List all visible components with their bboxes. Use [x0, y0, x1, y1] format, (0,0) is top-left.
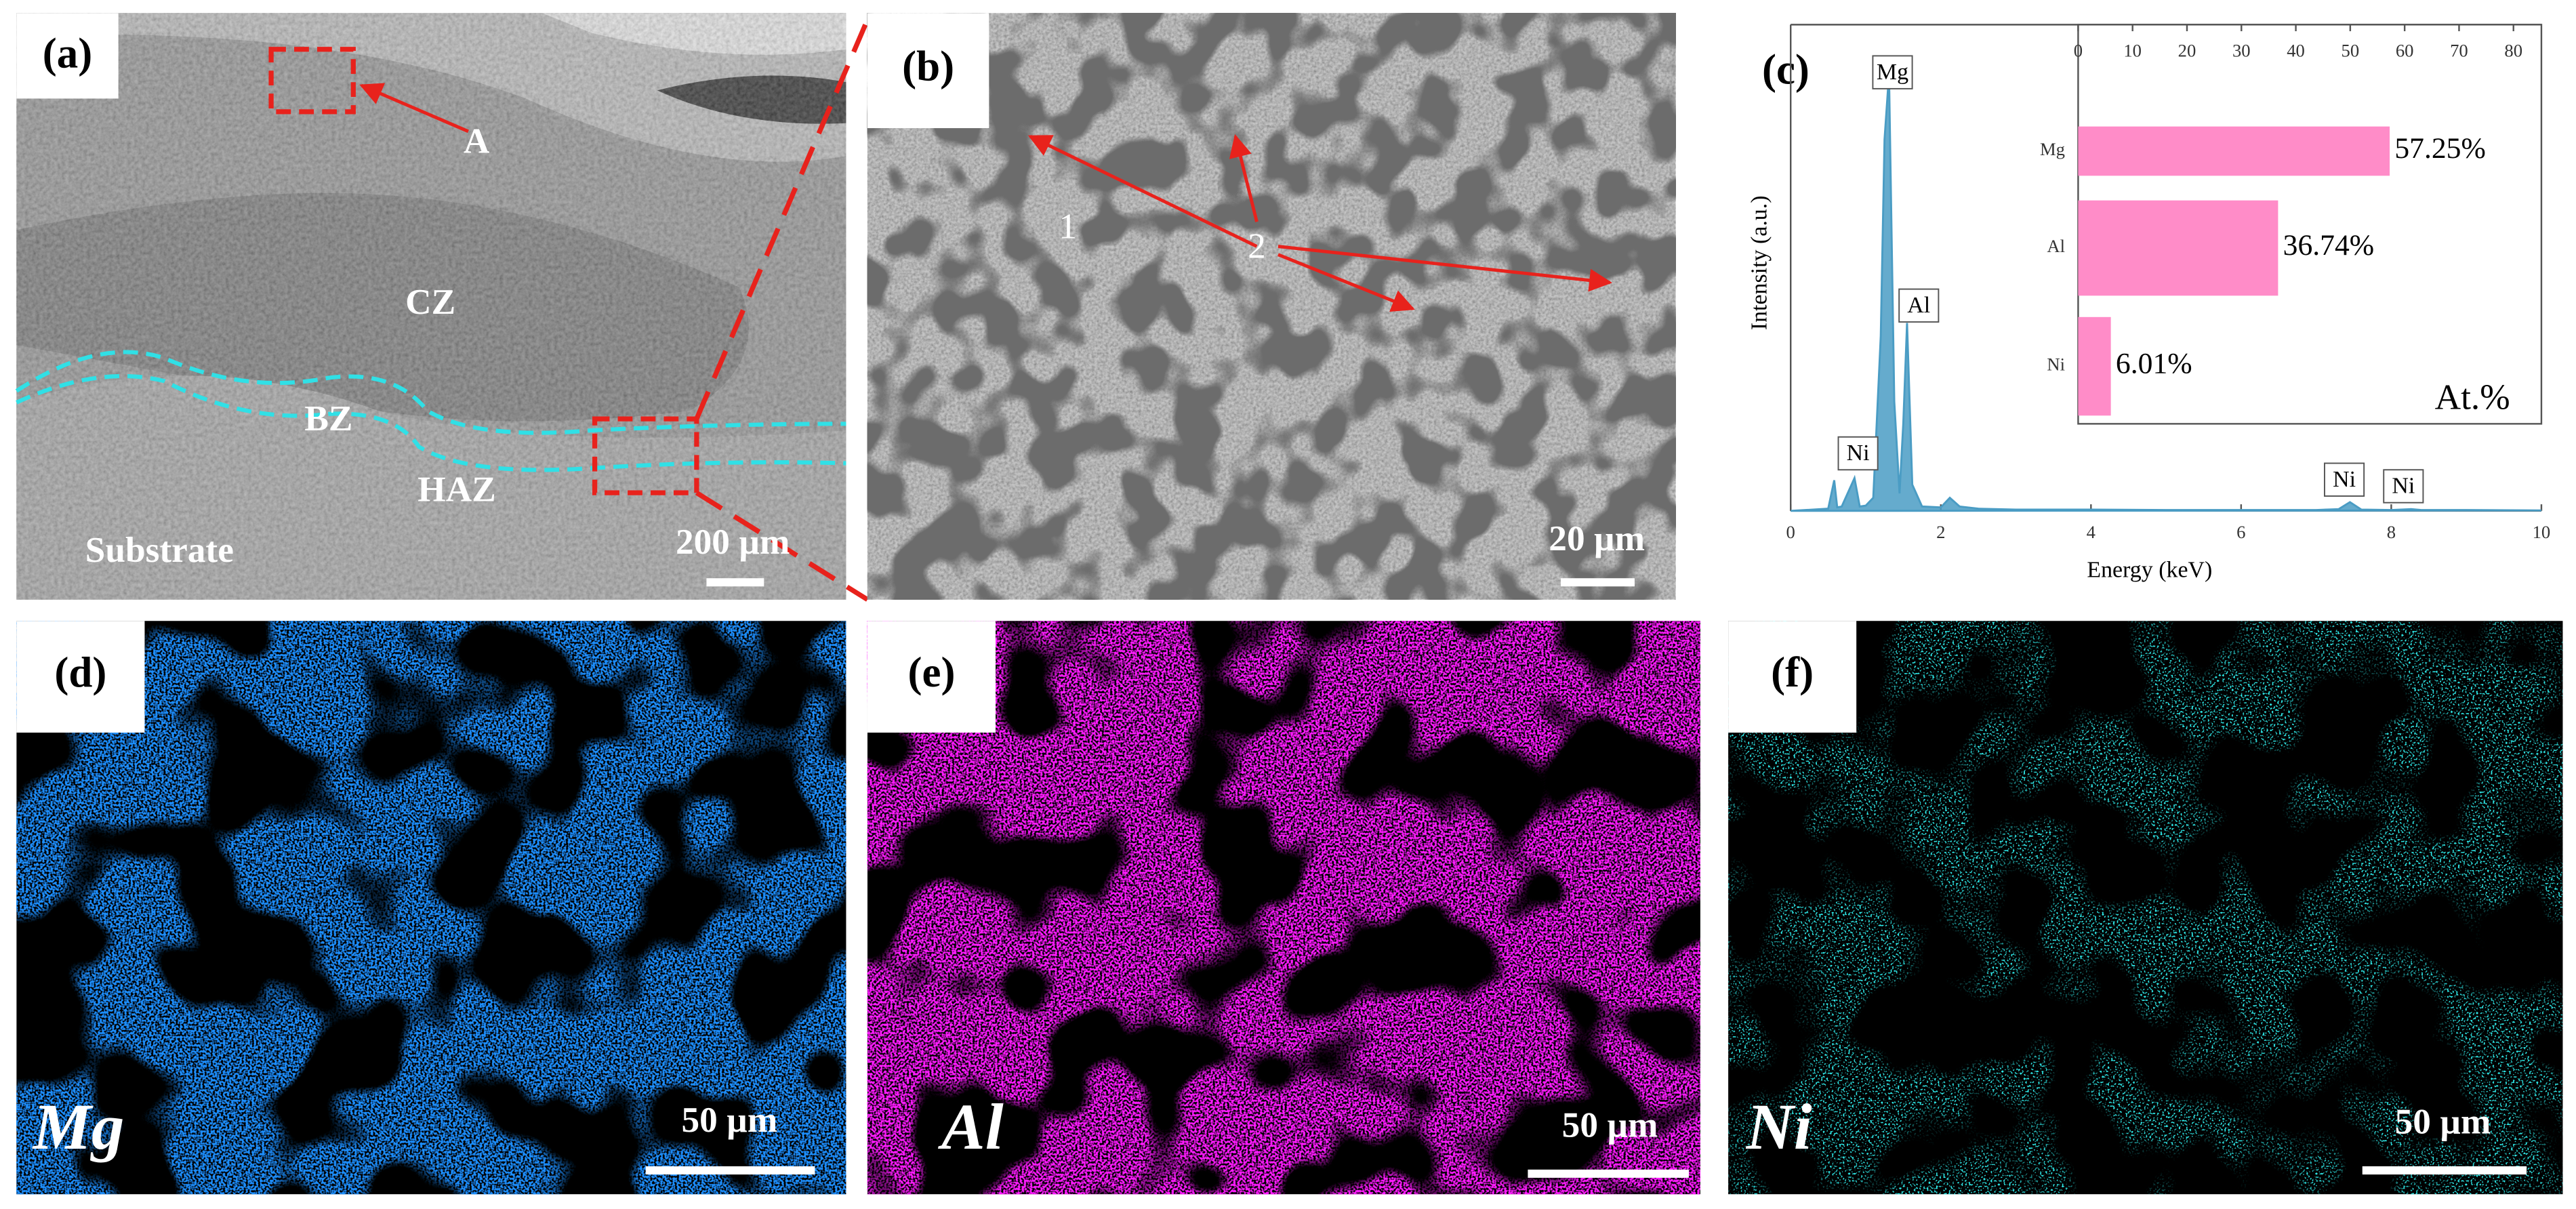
label-box	[1728, 621, 1857, 733]
peak-label: Al	[1907, 293, 1930, 318]
y-axis-label: Intensity (a.u.)	[1746, 195, 1772, 330]
peak-label: Mg	[1877, 60, 1908, 85]
x-tick-label: 2	[1936, 522, 1945, 542]
y-tick-label: Al	[2047, 236, 2065, 256]
peak-label-box	[2383, 469, 2424, 504]
panel-b: (b) 1 2 20 µm	[867, 13, 1676, 600]
x-tick-label: 4	[2087, 522, 2095, 542]
x-tick-label: 30	[2232, 41, 2251, 61]
label-box	[16, 13, 119, 99]
annotation: 1	[1059, 206, 1077, 247]
bar	[2078, 200, 2278, 296]
boundary	[15, 350, 846, 435]
peak-label-box	[2324, 462, 2365, 497]
scale-bar-label: 50 µm	[2395, 1101, 2491, 1142]
annotation: HAZ	[417, 468, 496, 509]
bar	[2078, 316, 2111, 416]
eds-map	[16, 621, 846, 1195]
x-tick-label: 20	[2178, 41, 2196, 61]
panel-f: (f) Ni 50 µm	[1728, 621, 2563, 1195]
value-label: 6.01%	[2116, 348, 2192, 380]
scale-bar-label: 20 µm	[1549, 518, 1645, 558]
spectrum	[1791, 73, 2541, 512]
scale-bar	[2362, 1166, 2527, 1175]
scale-bar-label: 200 µm	[676, 521, 790, 562]
label-box	[16, 621, 145, 733]
arrow	[359, 83, 469, 134]
scale-bar-label: 50 µm	[1562, 1104, 1658, 1145]
panel-label: (f)	[1771, 649, 1814, 696]
region-box	[268, 47, 356, 115]
x-tick-label: 40	[2287, 41, 2305, 61]
panel-label: (b)	[902, 43, 954, 90]
arrow	[1277, 253, 1415, 312]
panel-d: (d) Mg 50 µm	[16, 621, 846, 1195]
arrow	[1229, 134, 1259, 222]
peak-label-box	[1872, 55, 1913, 89]
arrow	[1027, 135, 1258, 248]
arrow	[1277, 245, 1612, 292]
element-label: Al	[937, 1090, 1004, 1163]
region-box	[592, 416, 699, 495]
scale-bar	[1528, 1169, 1689, 1178]
panel-label: (e)	[908, 649, 956, 696]
x-tick-label: 70	[2450, 41, 2468, 61]
texture	[867, 13, 1676, 600]
value-label: 36.74%	[2283, 229, 2375, 262]
x-tick-label: 6	[2236, 522, 2245, 542]
panel-a: (a) A CZ BZ HAZ Substrate 200 µm	[15, 13, 870, 602]
element-label: Ni	[1746, 1090, 1812, 1163]
annotation: CZ	[405, 281, 455, 322]
eds-map	[1728, 621, 2563, 1195]
bar	[2078, 126, 2390, 176]
y-tick-label: Ni	[2047, 354, 2065, 375]
x-tick-label: 50	[2342, 41, 2360, 61]
x-axis-label: Energy (keV)	[2087, 557, 2212, 582]
scale-bar	[645, 1166, 815, 1175]
scale-bar	[706, 578, 764, 587]
zoom-line	[695, 491, 869, 602]
scale-bar	[1560, 578, 1635, 587]
value-label: 57.25%	[2394, 132, 2486, 165]
x-tick-label: 80	[2504, 41, 2522, 61]
label-box	[867, 13, 989, 129]
label-box	[1719, 36, 1822, 122]
peak-label-box	[1837, 436, 1879, 471]
x-tick-label: 0	[1786, 522, 1795, 542]
x-tick-label: 0	[2074, 41, 2083, 61]
zoom-line	[694, 18, 870, 420]
x-tick-label: 60	[2396, 41, 2414, 61]
annotation: Substrate	[85, 529, 234, 570]
panel-c: (c) 0 2 4 6 8 10 Energy (keV) Intensity (a.u.) M…	[1719, 24, 2551, 582]
peak-label: Ni	[1847, 440, 1870, 466]
x-tick-label: 10	[2123, 41, 2142, 61]
x-tick-label: 8	[2387, 522, 2396, 542]
peak-label: Ni	[2333, 467, 2356, 492]
annotation: A	[464, 121, 490, 161]
panel-e: (e) Al 50 µm	[867, 621, 1700, 1195]
label-box	[867, 621, 996, 733]
panel-label: (a)	[43, 29, 92, 77]
annotation: BZ	[304, 398, 352, 438]
x-tick-label: 10	[2533, 522, 2551, 542]
eds-map	[867, 621, 1700, 1195]
scale-bar-label: 50 µm	[681, 1099, 777, 1140]
panel-label: (c)	[1762, 46, 1810, 94]
panel-label: (d)	[54, 649, 106, 696]
element-label: Mg	[32, 1090, 125, 1163]
y-tick-label: Mg	[2040, 139, 2065, 159]
peak-label-box	[1898, 288, 1940, 323]
boundary	[16, 373, 846, 472]
annotation: 2	[1248, 226, 1266, 266]
peak-label: Ni	[2392, 474, 2415, 499]
unit-label: At.%	[2435, 377, 2510, 417]
